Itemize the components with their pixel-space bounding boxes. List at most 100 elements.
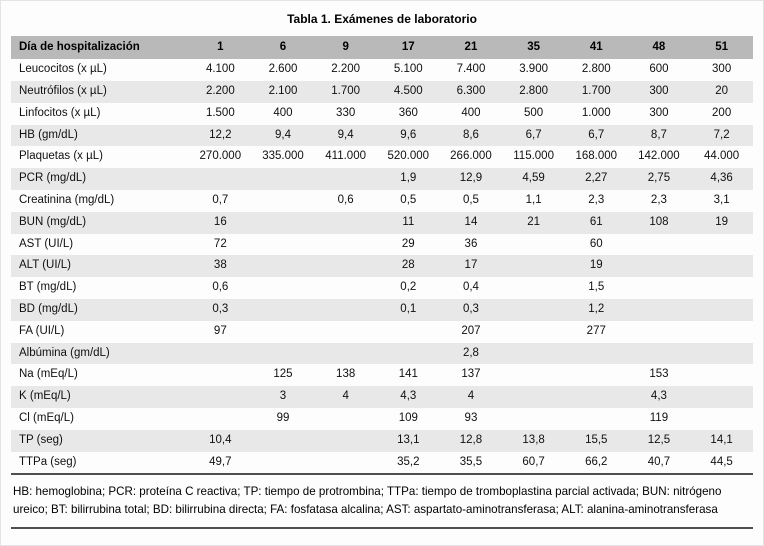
table-row: Leucocitos (x µL) 4.100 2.600 2.200 5.100 7.4… [11,59,753,82]
data-cell: 36 [464,237,478,250]
data-cell: 3.900 [519,63,548,76]
header-day-51: 51 [690,36,753,60]
row-label: Creatinina (mg/dL) [19,194,115,206]
row-label: HB (gm/dL) [19,128,78,141]
data-cell: 0,3 [462,302,479,315]
data-cell: 97 [213,324,227,337]
data-cell: 3 [279,390,287,403]
header-day-21: 21 [439,36,503,60]
data-cell: 0,4 [462,281,479,294]
row-label: Cl (mEq/L) [19,411,74,424]
data-cell [377,321,440,343]
data-cell: 12,5 [647,433,671,446]
table-row: Linfocitos (x µL) 1.500 400 330 360 400 500 1.0… [11,102,753,125]
data-cell [628,343,691,365]
data-cell [252,234,315,256]
data-cell [628,277,691,299]
header-day-1: 1 [189,36,252,60]
data-cell: 0,3 [212,302,229,315]
data-cell: 1,2 [588,302,605,315]
row-label: Neutrófilos (x µL) [19,85,107,98]
row-label: FA (UI/L) [19,324,65,337]
table-row: BD (mg/dL) 0,3 0,1 0,3 1,2 [11,298,753,321]
data-cell [314,255,377,277]
data-cell: 60,7 [522,455,545,468]
data-cell: 35,2 [397,455,420,468]
data-cell: 2.800 [581,63,611,76]
data-cell: 600 [649,63,669,76]
data-cell [565,408,628,430]
table-row: PCR (mg/dL) 1,9 12,9 4,59 2,27 2,75 4,36 [11,168,753,190]
data-cell: 10,4 [209,433,232,446]
table-row: FA (UI/L) 97 207 277 [11,320,753,343]
data-cell: 168.000 [575,150,618,163]
data-cell: 4,3 [650,390,667,403]
data-cell: 6,7 [588,128,605,141]
data-cell: 28 [401,259,415,272]
data-cell: 1,1 [525,194,542,206]
data-cell [565,386,628,408]
data-cell [314,408,377,430]
data-cell [628,255,691,277]
data-cell [690,277,753,299]
data-cell: 7.400 [456,63,486,76]
data-cell: 115.000 [513,150,554,163]
table-row: K (mEq/L) 3 4 4,3 4 4,3 [11,386,753,408]
data-cell: 61 [589,215,603,228]
data-cell: 277 [586,324,606,337]
data-cell [252,343,315,365]
data-cell: 138 [336,368,356,381]
data-cell: 0,1 [400,302,417,315]
data-cell [314,168,377,190]
data-cell: 2,27 [585,172,608,185]
data-cell [628,299,691,321]
row-label: Albúmina (gm/dL) [19,346,110,359]
data-cell: 109 [398,411,418,424]
data-cell: 142.000 [638,150,680,163]
data-cell [502,321,565,343]
data-cell: 13,1 [397,433,420,446]
table-row: Albúmina (gm/dL) 2,8 [11,342,753,365]
data-cell: 6.300 [456,85,486,98]
data-cell: 9,6 [400,128,417,141]
data-cell: 1,9 [400,172,417,185]
data-cell: 14,1 [710,433,733,446]
data-cell [252,255,315,277]
table-row: BUN (mg/dL) 16 11 14 21 61 108 19 [11,211,753,234]
table-row: Cl (mEq/L) 99 109 93 119 [11,407,753,430]
data-cell: 4 [342,390,349,403]
row-label: BUN (mg/dL) [19,215,87,228]
data-cell: 7,2 [713,128,730,141]
data-cell [690,255,753,277]
data-cell [377,343,440,365]
data-cell [252,277,315,299]
data-cell [314,234,377,256]
data-cell [502,364,565,386]
data-cell: 1,5 [588,281,605,294]
data-cell [690,321,753,343]
data-cell [565,343,628,365]
data-cell: 19 [715,215,729,228]
data-cell: 4.100 [205,63,235,76]
data-cell: 500 [524,106,544,119]
data-cell: 99 [276,411,290,424]
data-cell: 330 [336,106,356,119]
data-cell: 4,36 [710,172,733,185]
data-cell: 9,4 [274,128,291,141]
data-cell [502,299,565,321]
table-body: Leucocitos (x µL) 4.100 2.600 2.200 5.100 7.4… [11,59,753,475]
data-cell: 137 [461,368,481,381]
data-cell: 400 [273,106,293,119]
data-cell [314,343,377,365]
data-cell [502,408,565,430]
data-cell: 300 [712,63,732,76]
data-cell [252,430,315,452]
data-cell: 2.200 [205,85,235,98]
data-cell: 335.000 [262,150,304,163]
data-cell [189,343,252,365]
row-label: BT (mg/dL) [19,281,77,294]
row-label: TP (seg) [19,433,63,446]
data-cell: 108 [649,215,669,228]
data-cell: 153 [649,368,669,381]
data-cell: 266.000 [450,150,492,163]
